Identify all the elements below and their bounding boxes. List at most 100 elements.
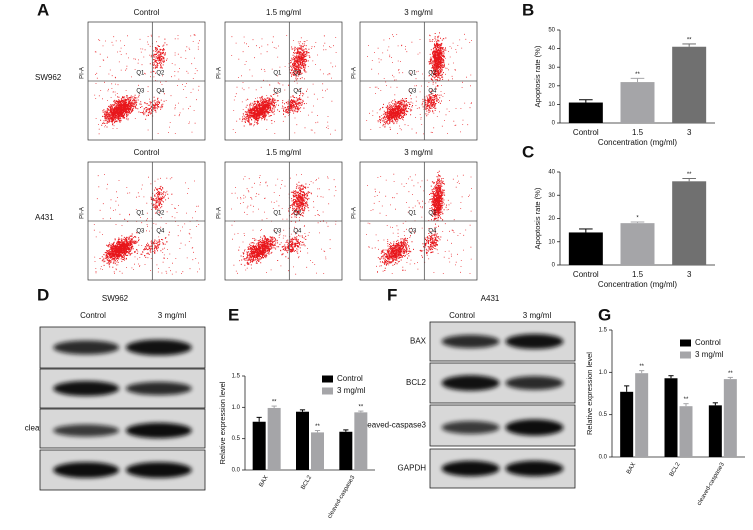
band (125, 381, 192, 396)
axis-label: PI-A (352, 207, 358, 219)
x-tick-label: Control (573, 270, 599, 279)
significance: ** (315, 424, 320, 430)
quadrant-label: Q1 (273, 211, 282, 217)
band (505, 419, 564, 436)
band (441, 421, 500, 434)
quadrant-label: Q1 (408, 71, 417, 77)
band (53, 380, 120, 397)
quadrant-label: Q2 (293, 211, 302, 217)
y-axis-label: Apoptosis rate (%) (533, 45, 542, 107)
x-tick-label: cleaved-caspase3 (327, 474, 357, 519)
blot-title: SW962 (102, 294, 129, 303)
bar (311, 432, 324, 470)
quadrant-label: Q3 (408, 89, 417, 95)
band (53, 424, 120, 437)
x-tick-label: 3 (687, 128, 692, 137)
axis-label: PI-A (217, 207, 223, 219)
band (441, 375, 500, 391)
y-tick-label: 50 (548, 28, 555, 34)
axis-label: PI-A (80, 67, 86, 79)
column-title: Control (134, 8, 160, 17)
quadrant-label: Q2 (428, 71, 437, 77)
y-tick-label: 1.5 (599, 328, 608, 334)
lane-label: Control (80, 311, 106, 320)
axis-label: PI-A (217, 67, 223, 79)
panel-letter: A (37, 0, 49, 19)
x-tick-label: cleaved-caspase3 (697, 461, 727, 506)
quadrant-label: Q1 (408, 211, 417, 217)
bar (664, 378, 678, 457)
quadrant-label: Q4 (156, 89, 165, 95)
y-tick-label: 40 (548, 170, 555, 176)
x-tick-label: BAX (259, 475, 270, 488)
panel-letter: C (522, 142, 534, 161)
band (505, 460, 564, 477)
band (125, 339, 192, 356)
significance: * (636, 216, 639, 222)
bar (620, 223, 655, 265)
bar (339, 431, 353, 470)
protein-label: cleaved-caspase3 (362, 421, 427, 430)
band (125, 462, 192, 478)
quadrant-label: Q1 (136, 211, 145, 217)
row-label: SW962 (35, 73, 62, 82)
protein-label: BCL2 (406, 378, 427, 387)
bar (620, 82, 655, 123)
panel-letter: D (37, 285, 49, 304)
legend-label: 3 mg/ml (695, 350, 724, 359)
quadrant-label: Q4 (293, 229, 302, 235)
significance: ** (728, 371, 733, 377)
panel-letter: G (598, 305, 611, 324)
panel-letter: B (522, 0, 534, 19)
y-tick-label: 0.5 (599, 412, 608, 418)
x-tick-label: 3 (687, 270, 692, 279)
bar (635, 373, 649, 457)
quadrant-label: Q2 (293, 71, 302, 77)
column-title: 1.5 mg/ml (266, 148, 301, 157)
y-axis-label: Apoptosis rate (%) (533, 187, 542, 249)
bar (296, 411, 309, 470)
panel-letter: E (228, 305, 239, 324)
quadrant-label: Q2 (156, 211, 165, 217)
quadrant-label: Q3 (136, 89, 145, 95)
legend-swatch (680, 351, 691, 359)
bar (708, 405, 722, 457)
band (441, 334, 500, 349)
significance: ** (687, 38, 692, 44)
flow-events (366, 170, 472, 274)
band (53, 462, 120, 478)
y-tick-label: 10 (548, 239, 555, 245)
bar (620, 391, 634, 457)
x-tick-label: 1.5 (632, 270, 644, 279)
y-tick-label: 0 (552, 263, 556, 269)
bar (252, 421, 266, 470)
y-tick-label: 10 (548, 102, 555, 108)
significance: ** (684, 397, 689, 403)
column-title: 3 mg/ml (404, 148, 433, 157)
blot-title: A431 (481, 294, 500, 303)
y-tick-label: 20 (548, 83, 555, 89)
quadrant-label: Q2 (428, 211, 437, 217)
panel-letter: F (387, 285, 397, 304)
y-tick-label: 1.0 (599, 370, 608, 376)
bar (723, 379, 737, 457)
y-tick-label: 30 (548, 65, 555, 71)
quadrant-label: Q4 (428, 229, 437, 235)
x-tick-label: BAX (626, 462, 637, 475)
quadrant-label: Q3 (273, 229, 282, 235)
bar (568, 102, 603, 123)
bar (267, 407, 281, 470)
legend-label: Control (337, 374, 363, 383)
y-tick-label: 40 (548, 46, 555, 52)
quadrant-label: Q4 (156, 229, 165, 235)
flow-events (94, 34, 200, 135)
x-tick-label: BCL2 (300, 474, 313, 491)
band (505, 376, 564, 390)
column-title: Control (134, 148, 160, 157)
x-axis-label: Concentration (mg/ml) (598, 138, 677, 147)
quadrant-label: Q2 (156, 71, 165, 77)
x-tick-label: BCL2 (669, 461, 682, 478)
legend-label: Control (695, 338, 721, 347)
flow-events (231, 35, 337, 135)
